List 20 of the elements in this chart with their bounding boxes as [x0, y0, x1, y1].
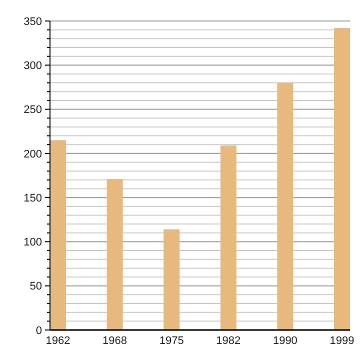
bar	[334, 28, 350, 330]
bar	[106, 179, 123, 330]
x-tick-label: 1990	[272, 335, 298, 347]
x-tick-label: 1968	[102, 335, 128, 347]
y-tick-label: 200	[24, 148, 42, 160]
y-tick-label: 0	[36, 324, 42, 337]
x-tick-label: 1962	[46, 335, 70, 347]
bar	[164, 229, 180, 330]
bar	[50, 140, 66, 330]
x-tick-label: 1999	[330, 335, 354, 347]
y-tick-label: 300	[24, 60, 42, 72]
x-tick-label: 1975	[159, 335, 184, 347]
y-tick-label: 250	[24, 104, 42, 116]
y-tick-label: 350	[24, 16, 42, 28]
bar	[220, 145, 236, 330]
x-tick-label: 1982	[216, 335, 241, 347]
y-tick-label: 50	[30, 280, 42, 293]
y-tick-label: 100	[24, 236, 42, 249]
y-tick-label: 150	[24, 192, 42, 204]
bar	[277, 82, 294, 330]
